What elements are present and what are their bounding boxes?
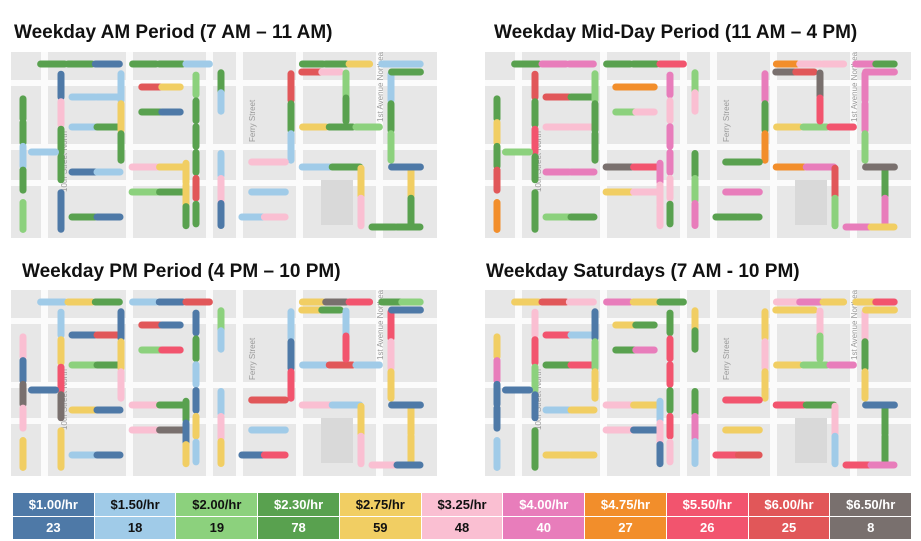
legend-rate-label: $3.25/hr: [421, 493, 503, 517]
legend-item: $2.75/hr 59: [339, 493, 422, 539]
legend-count: 26: [700, 520, 715, 536]
legend-rate-label: $4.75/hr: [585, 493, 666, 517]
street: [11, 382, 437, 388]
legend-item: $1.00/hr 23: [13, 493, 95, 539]
legend-item: $6.50/hr 8: [830, 493, 912, 539]
legend-rate-label: $5.50/hr: [666, 493, 748, 517]
legend-item: $4.00/hr 40: [503, 493, 586, 539]
title-pm: Weekday PM Period (4 PM – 10 PM): [22, 261, 341, 282]
street-label: 1st Avenue Northeast: [850, 290, 859, 360]
legend-count: 27: [618, 520, 633, 536]
legend-count: 48: [454, 520, 470, 536]
legend-item: $5.50/hr 26: [666, 493, 749, 539]
legend-rate-label: $2.30/hr: [258, 493, 339, 517]
legend-rate-label: $6.50/hr: [830, 493, 912, 517]
legend-item: $1.50/hr 18: [94, 493, 177, 539]
legend-item: $2.30/hr 78: [258, 493, 340, 539]
legend-rate-label: $2.00/hr: [176, 493, 258, 517]
legend-rate-label: $6.00/hr: [748, 493, 830, 517]
lot: [321, 180, 353, 225]
street: [485, 382, 911, 388]
rate-legend: $1.00/hr 23 $1.50/hr 18 $2.00/hr 19 $2.30/hr 78…: [12, 492, 912, 540]
legend-item: $2.00/hr 19: [176, 493, 259, 539]
title-sat: Weekday Saturdays (7 AM - 10 PM): [486, 261, 800, 282]
lot: [795, 180, 827, 225]
street-label: Ferry Street: [248, 337, 257, 380]
legend-count: 40: [536, 520, 551, 536]
street-label: 1st Avenue Northeast: [376, 290, 385, 360]
legend-rate-label: $1.50/hr: [94, 493, 176, 517]
legend-count: 19: [209, 520, 225, 536]
street: [11, 144, 437, 150]
street-label: Ferry Street: [722, 337, 731, 380]
legend-count: 18: [127, 520, 143, 536]
legend-item: $6.00/hr 25: [748, 493, 831, 539]
street-label: Ferry Street: [722, 99, 731, 142]
street-label: 1st Avenue Northeast: [850, 52, 859, 122]
title-am: Weekday AM Period (7 AM – 11 AM): [14, 22, 333, 43]
street: [485, 144, 911, 150]
legend-rate-label: $1.00/hr: [13, 493, 94, 517]
legend-count: 8: [867, 520, 875, 536]
legend-count: 59: [373, 520, 388, 536]
legend-rate-label: $2.75/hr: [339, 493, 421, 517]
title-midday: Weekday Mid-Day Period (11 AM – 4 PM): [494, 22, 858, 43]
lot: [795, 418, 827, 463]
legend-count: 23: [46, 520, 61, 536]
legend-count: 25: [781, 520, 797, 536]
street-label: 1st Avenue Northeast: [376, 52, 385, 122]
legend-count: 78: [291, 520, 306, 536]
legend-rate-label: $4.00/hr: [503, 493, 585, 517]
legend-item: $3.25/hr 48: [421, 493, 504, 539]
legend-item: $4.75/hr 27: [585, 493, 667, 539]
lot: [321, 418, 353, 463]
street-label: Ferry Street: [248, 99, 257, 142]
